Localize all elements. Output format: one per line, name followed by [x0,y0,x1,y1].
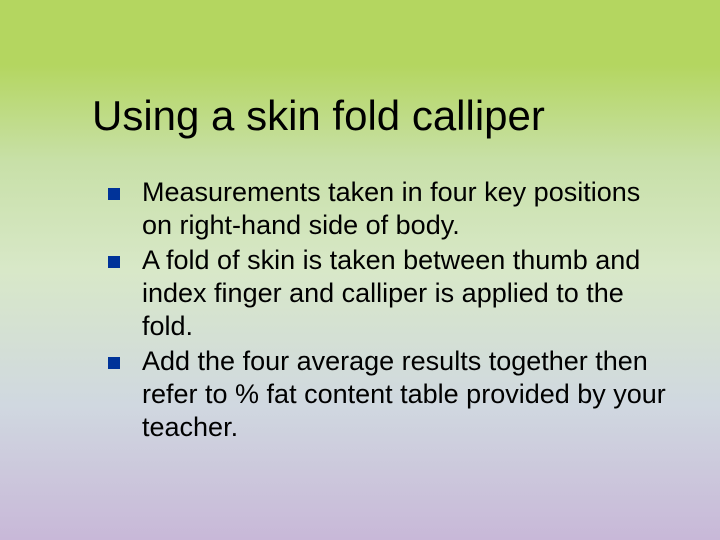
slide: Using a skin fold calliper Measurements … [0,0,720,540]
bullet-text: Measurements taken in four key positions… [142,176,672,242]
bullet-list: Measurements taken in four key positions… [108,176,672,446]
list-item: Measurements taken in four key positions… [108,176,672,242]
square-bullet-icon [108,256,120,268]
slide-title: Using a skin fold calliper [92,92,545,140]
list-item: A fold of skin is taken between thumb an… [108,244,672,343]
square-bullet-icon [108,188,120,200]
bullet-text: A fold of skin is taken between thumb an… [142,244,672,343]
list-item: Add the four average results together th… [108,345,672,444]
bullet-text: Add the four average results together th… [142,345,672,444]
square-bullet-icon [108,357,120,369]
